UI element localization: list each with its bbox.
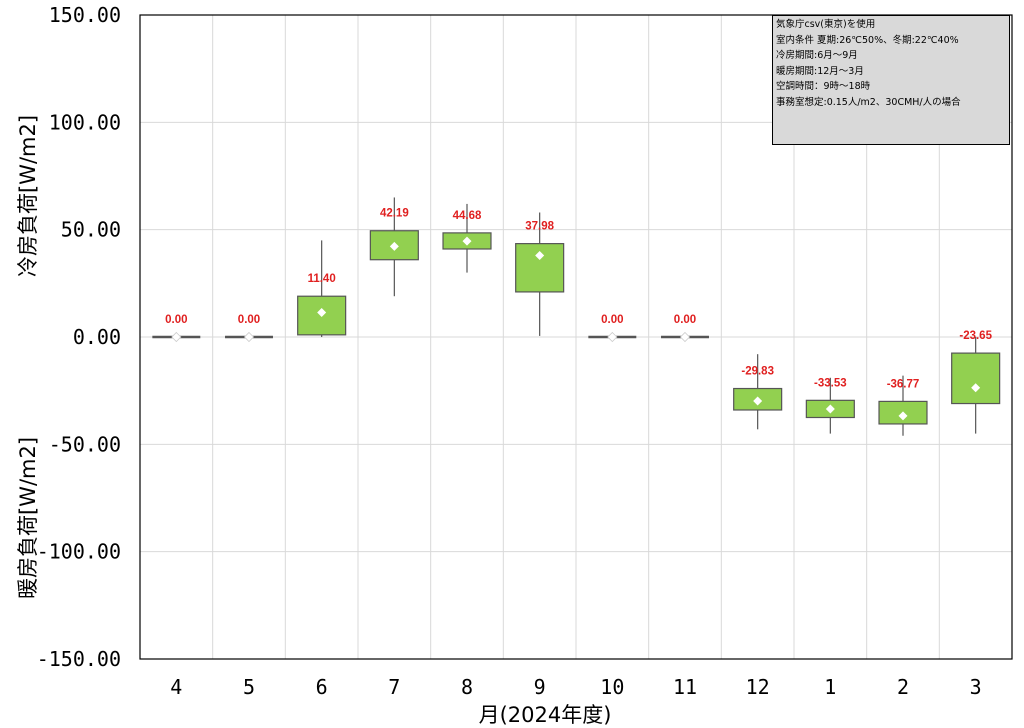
- box-item: [297, 240, 347, 337]
- mean-label: 42.19: [380, 208, 409, 220]
- boxes: [152, 197, 1001, 436]
- x-tick-label: 1: [824, 675, 836, 699]
- box-item: [733, 354, 783, 430]
- mean-marker: [171, 331, 182, 343]
- plot-area: [139, 14, 1013, 660]
- x-tick-label: 8: [461, 675, 473, 699]
- y-tick-label: -100.00: [37, 540, 121, 564]
- box-item: [225, 331, 273, 343]
- box: [951, 352, 1001, 405]
- box-item: [369, 197, 419, 297]
- grid-lines: [140, 14, 1012, 660]
- mean-marker: [535, 250, 545, 260]
- mean-marker: [825, 404, 835, 414]
- box-item: [805, 377, 855, 434]
- mean-label: -23.65: [959, 330, 992, 342]
- mean-label: 0.00: [165, 314, 187, 326]
- x-tick-label: 11: [673, 675, 697, 699]
- mean-label: 0.00: [238, 314, 260, 326]
- x-tick-label: 10: [600, 675, 624, 699]
- mean-label: 0.00: [601, 314, 623, 326]
- info-line: 気象庁csv(東京)を使用: [776, 19, 876, 30]
- box-item: [661, 331, 709, 343]
- info-line: 冷房期間:6月～9月: [776, 50, 858, 61]
- mean-marker: [243, 331, 255, 343]
- mean-label: -36.77: [887, 378, 920, 390]
- mean-labels: 0.00 0.00 11.40 42.19 44.68 37.98 0.00 0.00 -29.…: [165, 208, 992, 391]
- x-axis-ticks: 4 5 6 7 8 9 10 11 12 1 2 3: [170, 675, 981, 699]
- x-tick-label: 9: [534, 675, 546, 699]
- box: [515, 243, 565, 293]
- box-item: [442, 203, 492, 273]
- mean-label: -33.53: [814, 377, 847, 389]
- mean-marker: [462, 236, 472, 246]
- mean-label: 11.40: [308, 273, 336, 285]
- box-item: [951, 337, 1001, 434]
- mean-marker: [679, 331, 691, 343]
- y-tick-label: -50.00: [49, 432, 121, 456]
- x-axis-title: 月(2024年度): [479, 703, 612, 727]
- mean-label: 44.68: [453, 210, 482, 222]
- x-tick-label: 2: [897, 675, 909, 699]
- y-tick-label: 0.00: [73, 325, 121, 349]
- y-tick-label: -150.00: [37, 647, 121, 671]
- x-tick-label: 7: [388, 675, 400, 699]
- y-tick-label: 150.00: [49, 3, 121, 27]
- info-box: 気象庁csv(東京)を使用 室内条件 夏期:26℃50%、冬期:22℃40% 冷…: [772, 15, 1010, 145]
- mean-label: 37.98: [525, 221, 554, 233]
- x-tick-label: 12: [746, 675, 770, 699]
- y-axis-ticks: 150.00 100.00 50.00 0.00 -50.00 -100.00 -150.0…: [37, 3, 121, 671]
- x-tick-label: 4: [170, 675, 182, 699]
- box-item: [588, 331, 637, 343]
- mean-marker: [389, 241, 399, 251]
- box-item: [152, 331, 201, 343]
- mean-label: -29.83: [741, 366, 774, 378]
- mean-marker: [898, 411, 908, 421]
- box-item: [878, 375, 928, 436]
- mean-marker: [607, 331, 618, 343]
- y-axis-title-cooling: 冷房負荷[W/m2]: [16, 115, 40, 277]
- mean-marker: [971, 383, 981, 393]
- x-tick-label: 6: [316, 675, 328, 699]
- y-tick-label: 100.00: [49, 110, 121, 134]
- box-item: [515, 212, 565, 336]
- info-line: 事務室想定:0.15人/m2、30CMH/人の場合: [776, 96, 961, 108]
- x-tick-label: 5: [243, 675, 255, 699]
- mean-marker: [317, 308, 327, 318]
- info-line: 暖房期間:12月～3月: [776, 65, 864, 77]
- mean-marker: [753, 396, 763, 406]
- info-line: 室内条件 夏期:26℃50%、冬期:22℃40%: [776, 34, 959, 46]
- y-tick-label: 50.00: [61, 218, 121, 242]
- mean-label: 0.00: [674, 314, 696, 326]
- x-tick-label: 3: [970, 675, 982, 699]
- y-axis-title-heating: 暖房負荷[W/m2]: [16, 437, 40, 599]
- info-line: 空調時間：9時～18時: [776, 81, 871, 92]
